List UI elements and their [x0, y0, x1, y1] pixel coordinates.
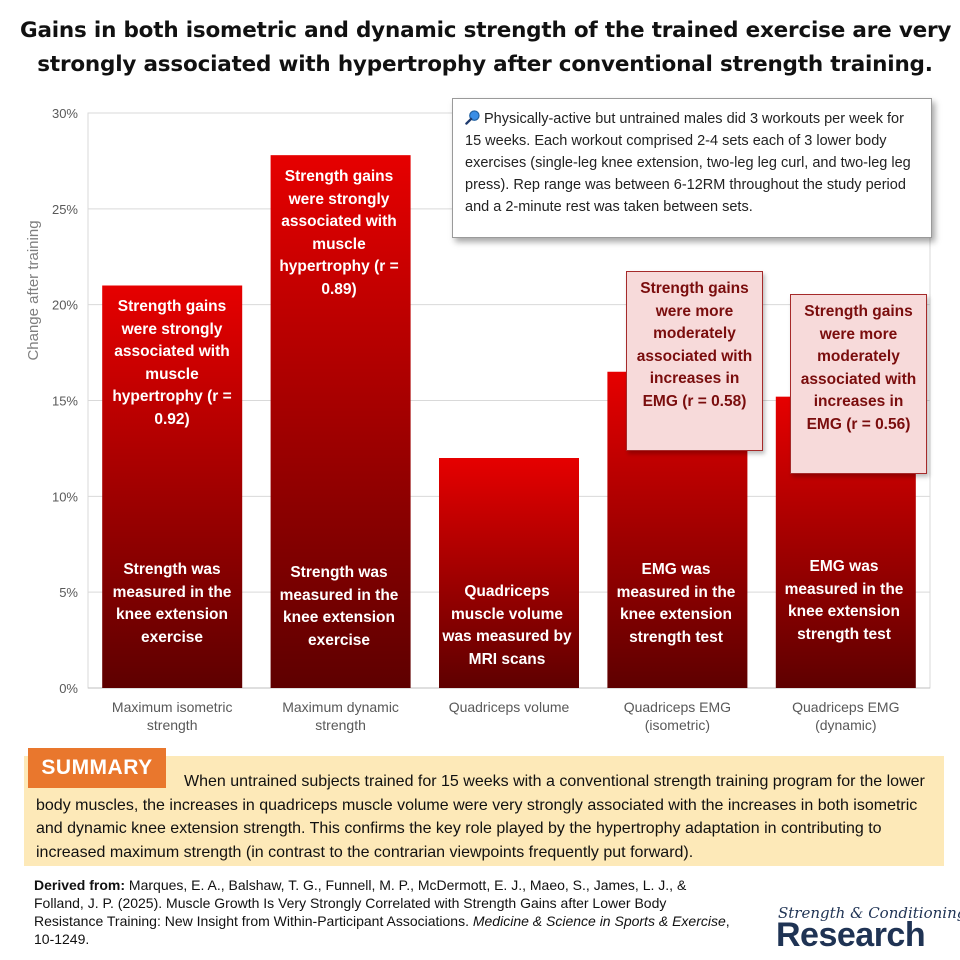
y-tick-label: 15%	[52, 394, 78, 409]
bar-note-4: EMG was measured in the knee extension s…	[616, 561, 736, 646]
logo-wordmark: Research	[776, 916, 926, 954]
x-tick-label: Quadriceps volume	[449, 699, 570, 715]
study-method-text: Physically-active but untrained males di…	[465, 111, 911, 215]
association-callout-emg-dynamic: Strength gains were more moderately asso…	[790, 294, 927, 474]
x-tick-label: (isometric)	[645, 717, 710, 733]
title-line-1: Gains in both isometric and dynamic stre…	[20, 18, 952, 43]
title-line-2: strongly associated with hypertrophy aft…	[37, 52, 933, 77]
citation: Derived from: Marques, E. A., Balshaw, T…	[34, 876, 734, 948]
association-note-2: Strength gains were strongly associated …	[279, 168, 399, 298]
bar-note-3: Quadriceps muscle volume was measured by…	[442, 583, 572, 668]
citation-authors: Marques, E. A., Balshaw, T. G., Funnell,…	[34, 877, 687, 929]
association-callout-emg-isometric: Strength gains were more moderately asso…	[626, 271, 763, 451]
summary-label: SUMMARY	[28, 748, 166, 788]
association-note-1: Strength gains were strongly associated …	[112, 298, 232, 428]
summary-box: When untrained subjects trained for 15 w…	[24, 756, 944, 866]
x-tick-label: Maximum isometric	[112, 699, 233, 715]
summary-text: When untrained subjects trained for 15 w…	[36, 773, 925, 861]
bar-note-1: Strength was measured in the knee extens…	[112, 561, 232, 646]
x-tick-label: Quadriceps EMG	[792, 699, 899, 715]
citation-tail: , 10-1249.	[34, 913, 730, 947]
x-tick-label: strength	[315, 717, 366, 733]
y-tick-label: 5%	[59, 585, 78, 600]
y-tick-label: 20%	[52, 298, 78, 313]
logo-tagline: Strength & Conditioning	[778, 904, 960, 922]
y-tick-label: 10%	[52, 489, 78, 504]
magnifier-icon	[465, 108, 480, 130]
bar-1	[102, 285, 243, 688]
citation-journal: Medicine & Science in Sports & Exercise	[472, 913, 726, 929]
x-tick-label: Maximum dynamic	[282, 699, 399, 715]
y-tick-label: 30%	[52, 106, 78, 121]
bar-note-5: EMG was measured in the knee extension s…	[784, 558, 904, 643]
x-tick-label: Quadriceps EMG	[624, 699, 731, 715]
bar-note-2: Strength was measured in the knee extens…	[279, 564, 399, 649]
chart-title: Gains in both isometric and dynamic stre…	[20, 14, 952, 82]
y-axis-label: Change after training	[25, 220, 42, 360]
citation-label: Derived from:	[34, 877, 126, 893]
bar-2	[270, 155, 411, 688]
bar-3	[439, 458, 579, 688]
study-method-box: Physically-active but untrained males di…	[452, 98, 932, 238]
y-tick-label: 25%	[52, 202, 78, 217]
x-tick-label: strength	[147, 717, 198, 733]
x-tick-label: (dynamic)	[815, 717, 876, 733]
y-tick-label: 0%	[59, 681, 78, 696]
